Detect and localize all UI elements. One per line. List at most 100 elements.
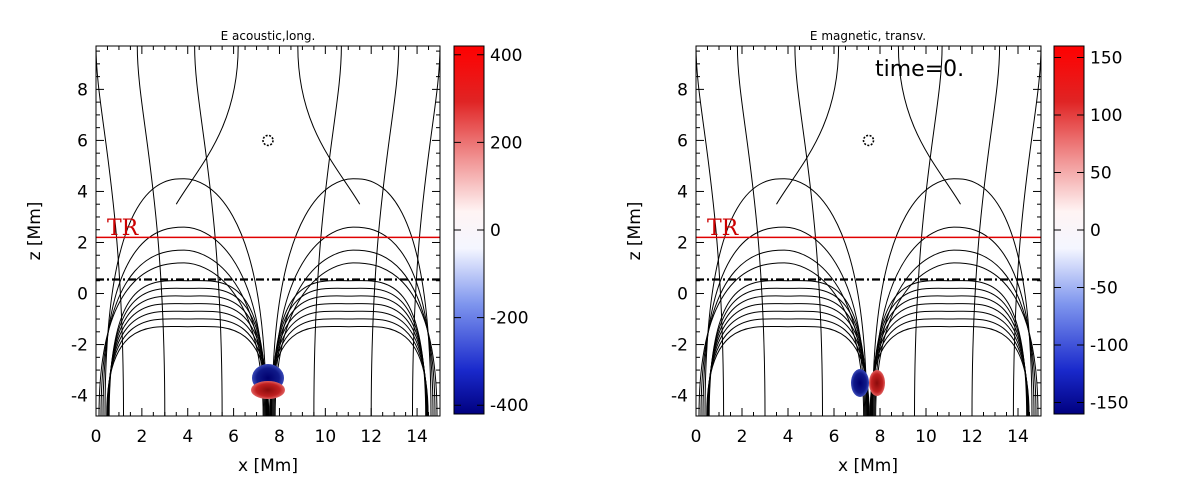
field-line: [107, 295, 268, 416]
panel-title: E acoustic,long.: [221, 29, 316, 43]
y-axis-label: z [Mm]: [25, 202, 45, 261]
field-line: [708, 287, 868, 416]
field-line: [869, 325, 1030, 416]
field-line: [874, 249, 1037, 416]
x-axis-label: x [Mm]: [838, 456, 898, 476]
field-line: [706, 325, 870, 416]
null-point-marker: [262, 134, 274, 147]
x-tick-label: 6: [228, 427, 239, 447]
field-line: [871, 287, 1028, 416]
plot-area: [696, 46, 1041, 416]
y-tick-label: 2: [677, 233, 688, 253]
y-tick-label: 0: [77, 285, 88, 305]
x-tick-label: 8: [875, 427, 886, 447]
field-line: [869, 318, 1030, 416]
y-tick-label: 2: [77, 233, 88, 253]
field-lines: [96, 46, 440, 416]
x-tick-label: 10: [915, 427, 937, 447]
field-line: [707, 310, 869, 416]
y-tick-label: -2: [71, 336, 88, 356]
colorbar-tick-label: 100: [1090, 106, 1122, 126]
field-line: [698, 262, 865, 416]
field-line: [702, 226, 867, 416]
colorbar-ticks: 150 100 50 0 -50 -100 -150: [1054, 49, 1129, 414]
tr-label: TR: [707, 216, 740, 241]
field-line: [104, 178, 267, 416]
field-line: [870, 303, 1029, 416]
y-ticks: -4 -2 0 2 4 6 8: [71, 50, 440, 409]
field-line: [706, 318, 870, 416]
field-line: [875, 262, 1039, 416]
field-line: [736, 46, 766, 416]
panel-magnetic: E magnetic, transv. TR time=0. 0 2 4 6 8 10 12…: [625, 29, 1129, 476]
x-tick-label: 12: [360, 427, 382, 447]
x-tick-label: 10: [315, 427, 337, 447]
field-lines: [696, 46, 1041, 416]
field-line: [272, 226, 434, 416]
field-line: [98, 262, 264, 416]
field-line: [271, 280, 427, 416]
x-tick-label: 2: [136, 427, 147, 447]
y-axis-label: z [Mm]: [625, 202, 645, 261]
y-tick-label: 4: [677, 182, 688, 202]
panel-title: E magnetic, transv.: [810, 29, 926, 43]
blue-blob: [851, 369, 869, 397]
field-line: [107, 303, 269, 416]
field-line: [696, 46, 725, 416]
field-line: [273, 249, 436, 416]
field-blob: [851, 369, 885, 397]
red-blob: [869, 370, 885, 396]
field-line: [411, 46, 440, 416]
x-tick-label: 14: [406, 427, 428, 447]
field-line: [776, 46, 840, 205]
field-line: [136, 46, 166, 416]
time-label: time=0.: [875, 57, 964, 82]
x-tick-label: 14: [1007, 427, 1029, 447]
x-tick-label: 4: [182, 427, 193, 447]
field-line: [271, 178, 432, 416]
y-tick-label: 8: [677, 80, 688, 100]
y-tick-label: 6: [77, 131, 88, 151]
x-ticks: 0 2 4 6 8 10 12 14: [91, 46, 430, 447]
field-line: [370, 46, 400, 416]
field-line: [100, 249, 265, 416]
field-line: [175, 46, 239, 205]
field-line: [794, 46, 823, 416]
x-tick-label: 0: [691, 427, 702, 447]
colorbar-tick-label: -50: [1090, 279, 1118, 299]
colorbar-ticks: 400 200 0 -200 -400: [454, 46, 529, 416]
field-line: [107, 310, 269, 416]
null-point-marker: [862, 134, 875, 147]
field-line: [313, 46, 342, 416]
x-tick-label: 6: [829, 427, 840, 447]
field-line: [269, 325, 429, 416]
field-line: [897, 46, 961, 205]
plot-frame: [95, 45, 441, 417]
colorbar-tick-label: 400: [490, 46, 522, 66]
field-line: [269, 310, 428, 416]
colorbar-tick-label: 150: [1090, 49, 1122, 69]
field-line: [870, 310, 1029, 416]
tr-label: TR: [107, 216, 140, 241]
field-line: [269, 318, 429, 416]
red-blob: [251, 381, 285, 399]
plot-area: [96, 46, 440, 416]
field-line: [270, 295, 428, 416]
y-tick-label: -4: [71, 387, 88, 407]
colorbar-tick-label: -150: [1090, 394, 1129, 414]
field-line: [270, 303, 428, 416]
colorbar-tick-label: 50: [1090, 164, 1112, 184]
field-line: [871, 280, 1028, 416]
field-line: [108, 287, 268, 416]
field-line: [102, 226, 266, 416]
y-tick-label: 0: [677, 285, 688, 305]
field-line: [96, 46, 125, 416]
field-line: [271, 287, 427, 416]
field-line: [106, 318, 269, 416]
x-tick-label: 0: [91, 427, 102, 447]
field-line: [704, 178, 868, 416]
field-line: [297, 46, 361, 205]
x-tick-label: 2: [737, 427, 748, 447]
field-line: [700, 249, 866, 416]
field-line: [707, 295, 869, 416]
